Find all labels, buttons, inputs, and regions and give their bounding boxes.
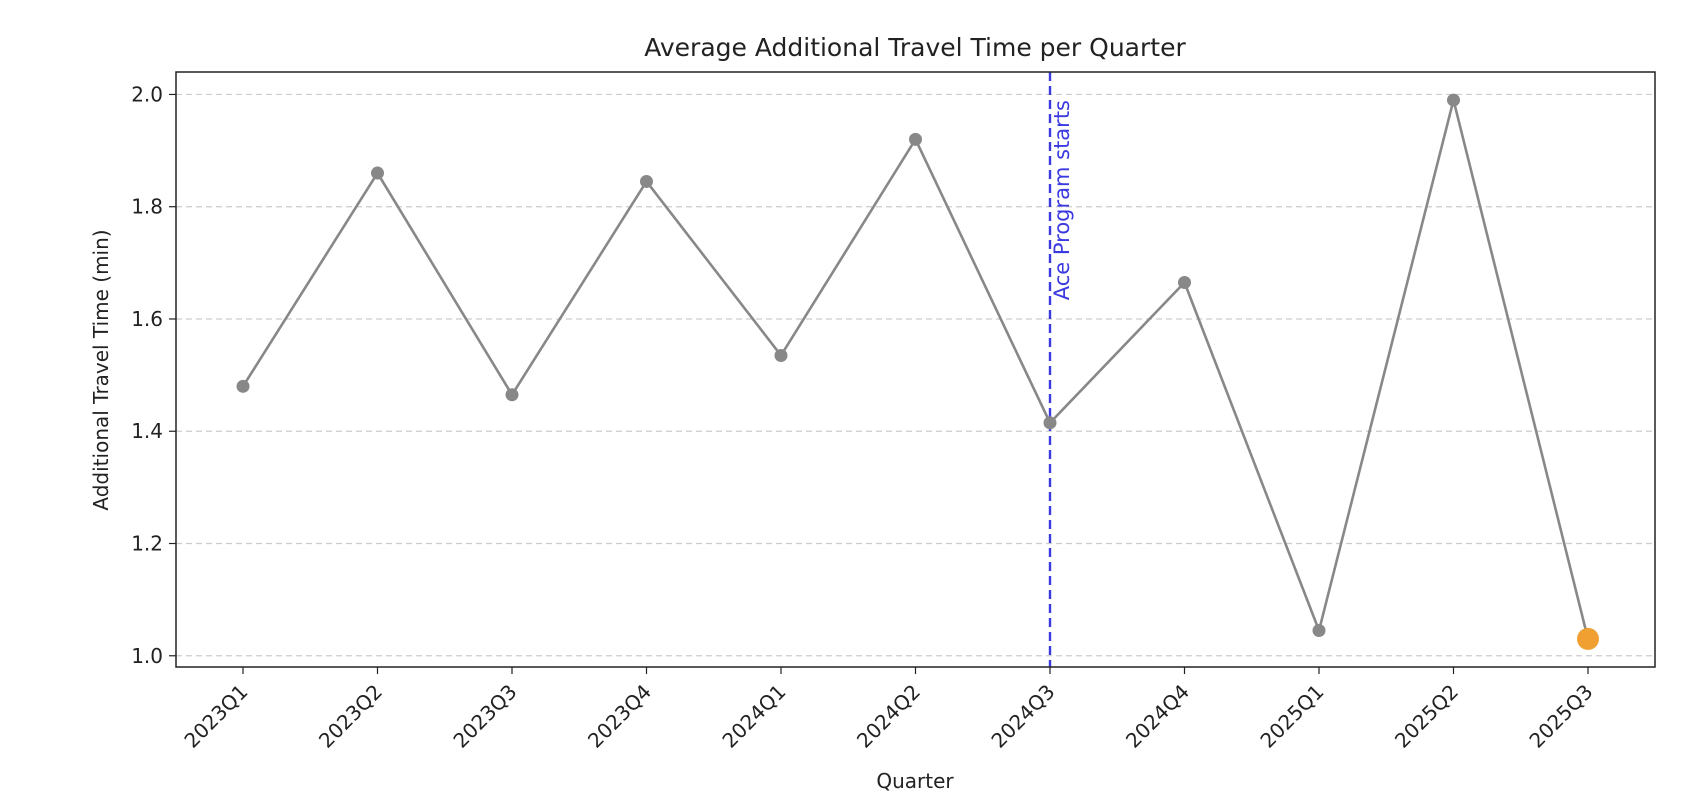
data-point [909,132,922,146]
plot-frame [175,71,1656,668]
data-point [1178,275,1191,289]
x-tick-label: 2025Q2 [1390,680,1463,753]
x-tick-label: 2023Q3 [448,680,521,753]
x-tick-label: 2024Q2 [852,680,925,753]
data-point [505,388,519,402]
annotation-layer: Ace Program starts [1048,72,1074,667]
x-tick-label: 2024Q3 [986,680,1059,753]
data-point [774,348,788,362]
x-tick-label: 2023Q4 [583,680,656,753]
x-tick-label: 2024Q1 [717,680,790,753]
y-tick-label: 1.2 [131,532,163,556]
series-layer [236,93,1599,650]
annotation-label: Ace Program starts [1050,100,1074,300]
x-tick-label: 2023Q2 [314,680,387,753]
chart-title: Average Additional Travel Time per Quart… [644,33,1186,62]
x-tick-label: 2024Q4 [1121,680,1194,753]
y-tick-label: 1.8 [131,195,163,219]
axes-layer [175,71,1656,668]
data-point [236,379,250,393]
data-point [371,166,384,180]
data-point [1312,624,1326,638]
highlight-point [1577,627,1599,650]
ticks-layer: 1.0 1.2 1.4 1.6 1.8 2.0 2023Q1 2023Q2 2023Q3 2023… [131,82,1597,752]
y-tick-label: 1.4 [131,419,163,443]
grid-layer [176,93,1655,657]
x-tick-label: 2025Q3 [1524,680,1597,753]
data-point [1043,416,1057,430]
x-axis-label: Quarter [876,769,954,793]
y-tick-label: 1.0 [131,644,163,668]
y-tick-label: 2.0 [131,82,163,106]
series-line [241,98,1590,640]
data-point [640,174,653,188]
y-tick-label: 1.6 [131,307,163,331]
x-tick-label: 2025Q1 [1255,680,1328,753]
y-axis-label: Additional Travel Time (min) [89,229,113,510]
data-point [1447,93,1460,107]
x-tick-label: 2023Q1 [179,680,252,753]
